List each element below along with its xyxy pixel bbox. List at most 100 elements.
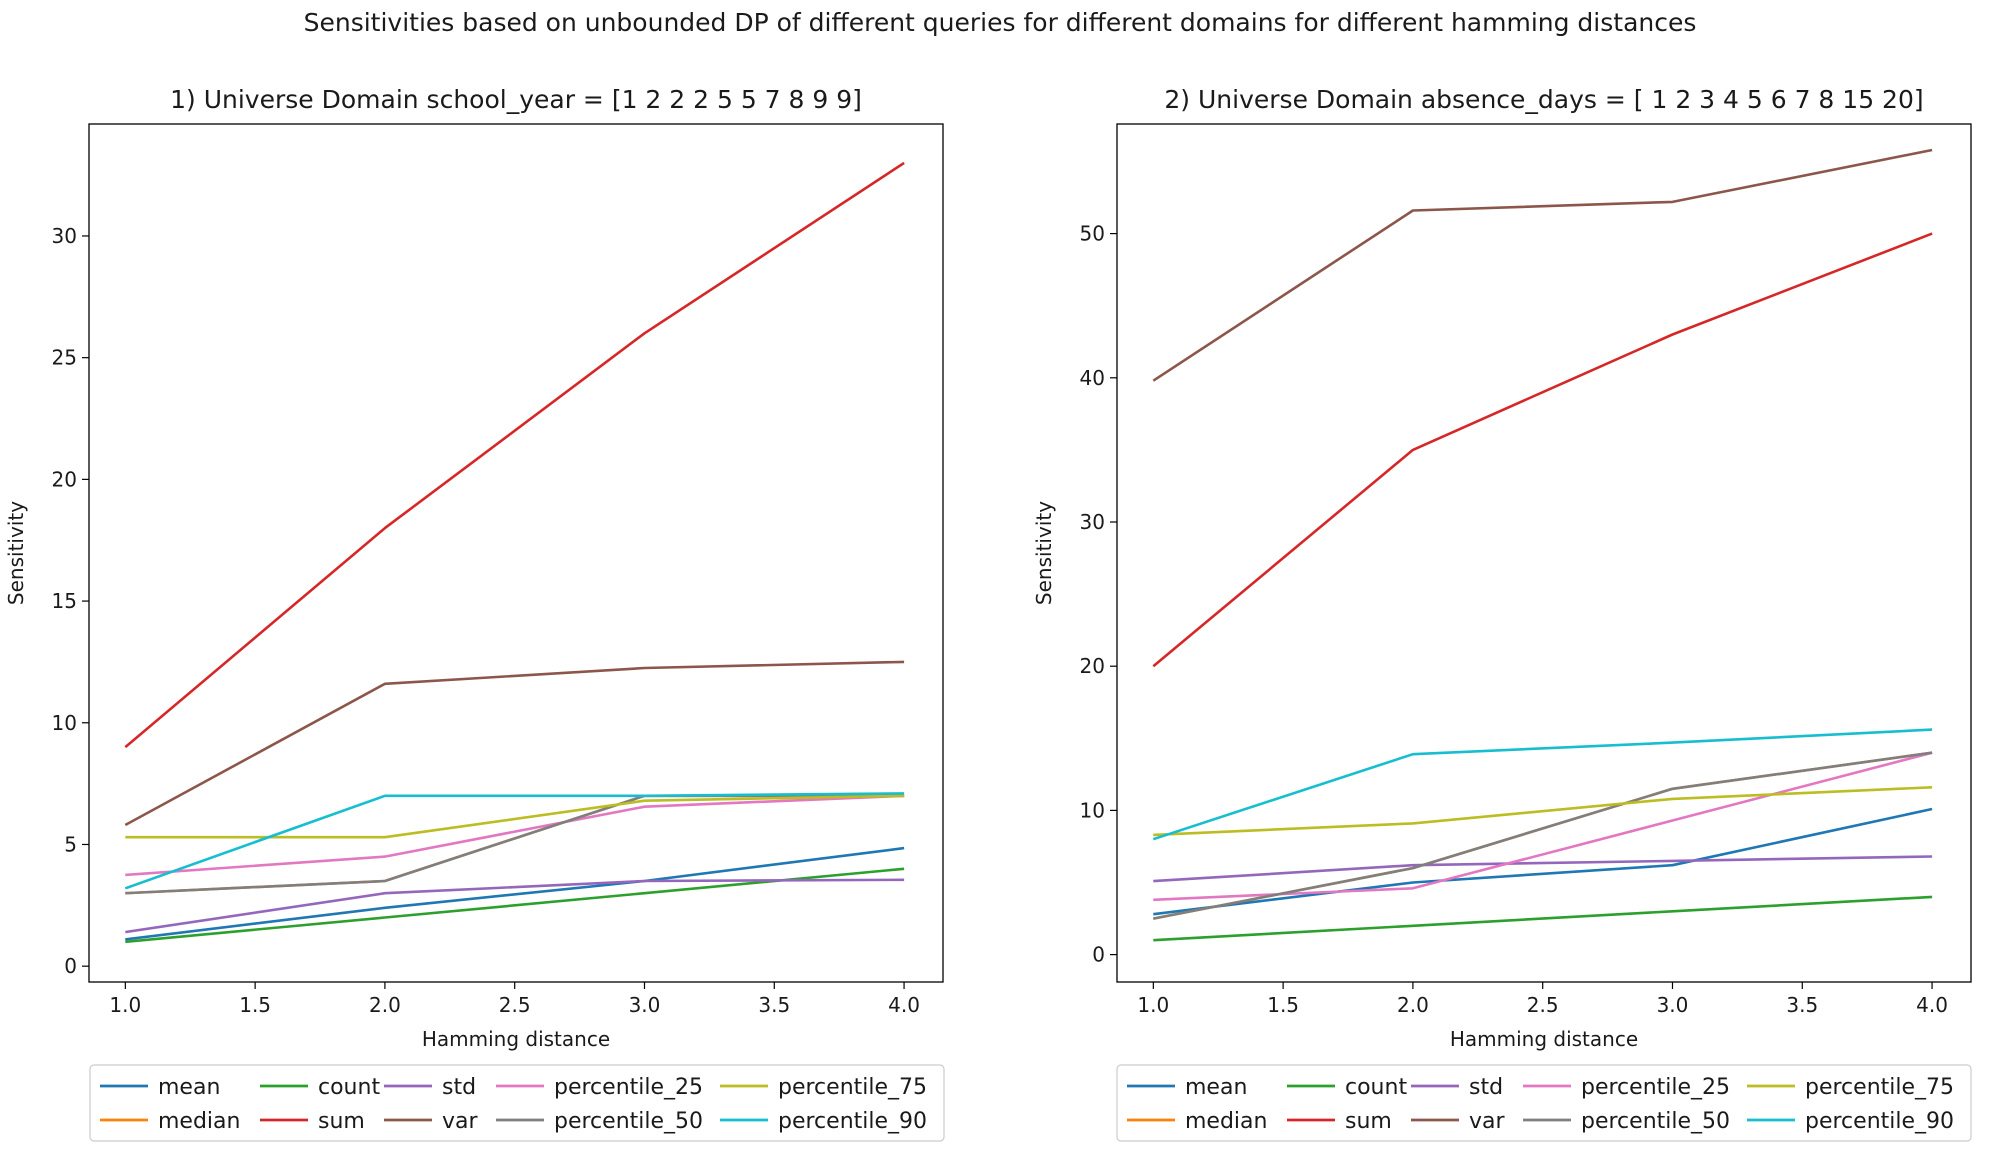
- legend-label: percentile_75: [778, 1075, 927, 1100]
- legend-item-std: std: [1411, 1075, 1503, 1100]
- legend-label: var: [1469, 1109, 1506, 1134]
- x-tick-label: 2.0: [1397, 993, 1429, 1017]
- series-line-sum: [124, 161, 905, 749]
- x-tick-label: 1.0: [109, 993, 141, 1017]
- legend-item-percentile_25: percentile_25: [1523, 1075, 1730, 1100]
- legend-box: [1116, 1064, 1972, 1142]
- y-axis-label: Sensitivity: [1032, 501, 1056, 605]
- x-tick-label: 3.5: [758, 993, 790, 1017]
- axes-frame: [88, 123, 944, 983]
- y-tick-label: 0: [64, 954, 77, 978]
- legend-item-median: median: [1127, 1109, 1267, 1134]
- legend-label: sum: [318, 1109, 365, 1134]
- y-tick-label: 30: [1080, 510, 1105, 534]
- y-axis-label: Sensitivity: [4, 501, 28, 605]
- y-tick-label: 0: [1092, 943, 1105, 967]
- series-line-sum: [1152, 232, 1933, 668]
- y-tick-label: 5: [64, 832, 77, 856]
- x-tick-label: 1.5: [239, 993, 271, 1017]
- legend-label: percentile_50: [1581, 1109, 1730, 1134]
- series-line-percentile_75: [1153, 786, 1933, 837]
- legend-label: count: [318, 1075, 380, 1100]
- legend-item-percentile_50: percentile_50: [496, 1109, 703, 1134]
- x-tick-label: 2.5: [499, 993, 531, 1017]
- legend-label: count: [1345, 1075, 1407, 1100]
- series-line-percentile_90: [124, 792, 905, 890]
- y-tick-label: 40: [1080, 366, 1105, 390]
- y-tick-label: 25: [52, 346, 77, 370]
- legend-label: percentile_25: [1581, 1075, 1730, 1100]
- x-axis-label: Hamming distance: [1450, 1027, 1638, 1051]
- legend-label: percentile_25: [554, 1075, 703, 1100]
- x-tick-label: 3.0: [629, 993, 661, 1017]
- x-tick-label: 1.5: [1267, 993, 1299, 1017]
- figure-suptitle: Sensitivities based on unbounded DP of d…: [304, 8, 1697, 37]
- legend-item-percentile_75: percentile_75: [720, 1075, 927, 1100]
- plot-panel-1: 1) Universe Domain school_year = [1 2 2 …: [4, 85, 945, 1142]
- legend-label: percentile_90: [778, 1109, 927, 1134]
- x-tick-label: 4.0: [1916, 993, 1948, 1017]
- y-tick-label: 10: [52, 711, 77, 735]
- series-line-count: [1153, 895, 1933, 942]
- legend-item-percentile_50: percentile_50: [1523, 1109, 1730, 1134]
- y-tick-label: 15: [52, 589, 77, 613]
- y-tick-label: 20: [1080, 654, 1105, 678]
- legend-label: percentile_50: [554, 1109, 703, 1134]
- y-tick-label: 10: [1080, 798, 1105, 822]
- legend-label: mean: [1185, 1075, 1247, 1100]
- series-line-mean: [125, 846, 905, 941]
- axes-frame: [1116, 123, 1972, 983]
- legend-item-percentile_25: percentile_25: [496, 1075, 703, 1100]
- x-tick-label: 2.5: [1527, 993, 1559, 1017]
- plot-panel-2: 2) Universe Domain absence_days = [ 1 2 …: [1032, 85, 1972, 1142]
- series-line-percentile_25: [125, 794, 905, 877]
- legend: meanmediancountsumstdvarpercentile_25per…: [1116, 1064, 1972, 1142]
- series-line-percentile_90: [1152, 728, 1933, 841]
- series-line-var: [124, 660, 905, 827]
- legend-label: std: [442, 1075, 476, 1100]
- x-axis-label: Hamming distance: [422, 1027, 610, 1051]
- legend-label: percentile_90: [1805, 1109, 1954, 1134]
- legend-item-var: var: [1411, 1109, 1506, 1134]
- legend-item-count: count: [1287, 1075, 1407, 1100]
- legend-item-count: count: [260, 1075, 380, 1100]
- legend-label: median: [158, 1109, 240, 1134]
- legend-item-var: var: [384, 1109, 479, 1134]
- legend-label: mean: [158, 1075, 220, 1100]
- legend-item-percentile_90: percentile_90: [1747, 1109, 1954, 1134]
- legend: meanmediancountsumstdvarpercentile_25per…: [89, 1064, 945, 1142]
- series-line-percentile_75: [125, 794, 905, 839]
- x-tick-label: 3.5: [1786, 993, 1818, 1017]
- x-tick-label: 3.0: [1657, 993, 1689, 1017]
- x-tick-label: 4.0: [888, 993, 920, 1017]
- y-tick-label: 50: [1080, 222, 1105, 246]
- legend-label: percentile_75: [1805, 1075, 1954, 1100]
- legend-label: median: [1185, 1109, 1267, 1134]
- legend-box: [89, 1064, 945, 1142]
- legend-item-percentile_90: percentile_90: [720, 1109, 927, 1134]
- plot-title: 2) Universe Domain absence_days = [ 1 2 …: [1164, 85, 1923, 114]
- legend-item-percentile_75: percentile_75: [1747, 1075, 1954, 1100]
- legend-label: var: [442, 1109, 479, 1134]
- series-line-std: [1153, 855, 1933, 883]
- legend-item-median: median: [100, 1109, 240, 1134]
- y-tick-label: 20: [52, 467, 77, 491]
- legend-label: std: [1469, 1075, 1503, 1100]
- panels: 1) Universe Domain school_year = [1 2 2 …: [4, 85, 1972, 1142]
- plot-title: 1) Universe Domain school_year = [1 2 2 …: [170, 85, 862, 114]
- x-tick-label: 2.0: [369, 993, 401, 1017]
- series-line-percentile_50: [1153, 751, 1933, 920]
- legend-item-sum: sum: [1287, 1109, 1392, 1134]
- legend-item-sum: sum: [260, 1109, 365, 1134]
- legend-item-mean: mean: [1127, 1075, 1247, 1100]
- x-tick-label: 1.0: [1137, 993, 1169, 1017]
- series-line-std: [125, 878, 905, 934]
- legend-item-mean: mean: [100, 1075, 220, 1100]
- legend-item-std: std: [384, 1075, 476, 1100]
- legend-label: sum: [1345, 1109, 1392, 1134]
- y-tick-label: 30: [52, 224, 77, 248]
- series-line-mean: [1153, 807, 1933, 916]
- series-line-var: [1152, 148, 1933, 382]
